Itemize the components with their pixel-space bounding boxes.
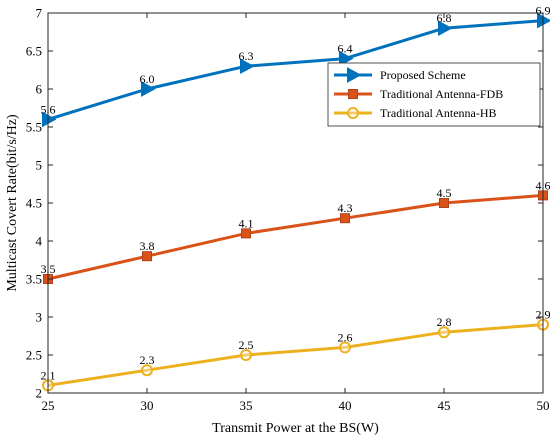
y-tick-label: 4.5 — [26, 196, 42, 211]
y-tick-label: 5.5 — [26, 120, 42, 135]
series-marker — [438, 326, 450, 339]
data-label: 4.5 — [437, 186, 452, 200]
series-layer — [42, 12, 550, 392]
y-tick-label: 2.5 — [26, 348, 42, 363]
legend-item-2: Traditional Antenna-FDB — [334, 87, 503, 101]
data-label-layer: 5.66.06.36.46.86.93.53.84.14.34.54.62.12… — [41, 4, 550, 383]
legend-item-1: Proposed Scheme — [334, 67, 466, 83]
series-marker — [339, 341, 351, 354]
y-tick-label: 6 — [36, 82, 43, 97]
x-tick-label: 40 — [339, 398, 352, 413]
data-label: 4.3 — [338, 201, 353, 215]
series-marker — [537, 12, 550, 29]
data-label: 6.0 — [140, 72, 155, 86]
series-marker — [141, 81, 156, 97]
y-tick-label: 5 — [36, 158, 43, 173]
x-axis-title: Transmit Power at the BS(W) — [212, 421, 379, 436]
series-marker — [240, 58, 255, 75]
legend-marker — [348, 89, 358, 99]
legend-marker — [347, 107, 359, 119]
y-tick-label: 6.5 — [26, 44, 42, 59]
series-marker — [339, 50, 354, 67]
legend-label: Proposed Scheme — [380, 68, 466, 82]
tick-layer: 25 30 35 40 45 50 2 2.5 3 3.5 4 4.5 5 5.5 6 6.5 7 — [26, 6, 550, 414]
data-label: 2.8 — [437, 315, 452, 329]
x-tick-label: 45 — [438, 398, 451, 413]
x-tick-label: 30 — [141, 398, 154, 413]
series-marker — [340, 213, 350, 224]
y-tick-label: 2 — [36, 386, 43, 401]
series-marker — [141, 364, 153, 377]
series-line — [47, 323, 544, 387]
data-label: 4.1 — [239, 216, 254, 230]
series-marker — [241, 228, 251, 239]
legend-marker — [347, 67, 362, 83]
series-marker — [142, 251, 152, 262]
data-label: 6.4 — [338, 42, 353, 56]
legend-item-3: Traditional Antenna-HB — [334, 106, 497, 120]
series-line — [47, 193, 544, 281]
series-line — [47, 19, 544, 121]
data-label: 6.8 — [437, 11, 452, 25]
y-tick-label: 3.5 — [26, 272, 42, 287]
x-tick-label: 25 — [42, 398, 55, 413]
series-1 — [42, 12, 550, 128]
y-axis-title: Multicast Covert Rate(bit/s/Hz) — [5, 114, 20, 292]
data-label: 2.6 — [338, 330, 353, 344]
series-marker — [438, 20, 453, 37]
data-label: 2.5 — [239, 338, 254, 352]
series-3 — [42, 318, 549, 392]
x-tick-label: 35 — [240, 398, 253, 413]
legend: Proposed Scheme Traditional Antenna-FDB Tr… — [327, 62, 541, 127]
y-tick-label: 3 — [36, 310, 43, 325]
data-label: 6.3 — [239, 49, 254, 63]
series-marker — [439, 198, 449, 208]
y-tick-label: 7 — [36, 6, 43, 21]
series-marker — [42, 111, 57, 128]
series-marker — [240, 349, 252, 361]
legend-label: Traditional Antenna-HB — [380, 106, 497, 120]
legend-label: Traditional Antenna-FDB — [380, 87, 503, 101]
x-tick-label: 50 — [537, 398, 550, 413]
data-label: 3.8 — [140, 239, 155, 253]
data-label: 2.3 — [140, 353, 155, 367]
data-label: 6.9 — [536, 4, 550, 18]
series-2 — [43, 190, 548, 284]
y-tick-label: 4 — [36, 234, 43, 249]
